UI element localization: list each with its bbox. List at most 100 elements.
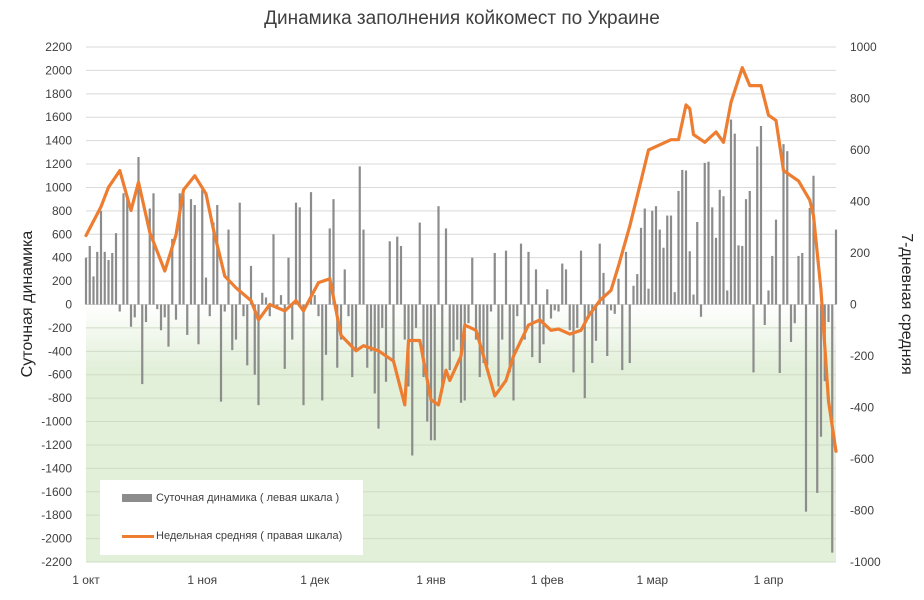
daily-bar bbox=[279, 295, 283, 305]
legend-label-weekly: Недельная средняя ( правая шкала) bbox=[156, 530, 343, 542]
right-tick-label: 400 bbox=[850, 195, 870, 209]
left-tick-label: 200 bbox=[52, 274, 72, 288]
daily-bar bbox=[771, 255, 774, 305]
left-tick-label: 1000 bbox=[45, 180, 72, 194]
daily-bar bbox=[328, 228, 331, 305]
daily-bar bbox=[636, 274, 639, 305]
daily-bar bbox=[579, 250, 583, 305]
daily-bar bbox=[666, 215, 669, 305]
left-tick-label: -1400 bbox=[41, 461, 72, 475]
daily-bar bbox=[249, 265, 253, 305]
daily-bar bbox=[527, 251, 530, 305]
left-tick-label: -600 bbox=[48, 368, 72, 382]
daily-bar bbox=[549, 304, 553, 319]
daily-bar bbox=[756, 146, 759, 305]
daily-bar bbox=[564, 269, 568, 305]
daily-bar bbox=[778, 304, 781, 373]
daily-bar bbox=[621, 304, 624, 371]
daily-bar bbox=[309, 192, 313, 305]
weekly-average-line bbox=[84, 65, 838, 453]
daily-bar bbox=[174, 304, 178, 320]
daily-bar bbox=[388, 241, 391, 305]
daily-bar bbox=[354, 304, 358, 349]
daily-bar bbox=[497, 304, 500, 387]
daily-bar bbox=[186, 304, 189, 335]
daily-bar bbox=[321, 304, 324, 401]
daily-bar bbox=[583, 304, 586, 399]
daily-bar bbox=[107, 260, 110, 305]
daily-bar bbox=[684, 170, 688, 305]
daily-bar bbox=[624, 251, 628, 305]
daily-bar bbox=[182, 194, 185, 305]
right-axis-title: 7-дневная средняя bbox=[898, 233, 915, 375]
daily-bar bbox=[538, 304, 541, 364]
daily-bar bbox=[197, 304, 200, 345]
daily-bar bbox=[718, 189, 721, 305]
daily-bar bbox=[92, 276, 95, 305]
daily-bar bbox=[763, 304, 766, 325]
daily-bar bbox=[298, 207, 301, 305]
daily-bar bbox=[834, 229, 838, 305]
daily-bar bbox=[669, 215, 673, 305]
right-tick-label: 0 bbox=[850, 298, 857, 312]
daily-bar bbox=[774, 219, 778, 305]
daily-bar bbox=[219, 304, 223, 402]
daily-bar bbox=[793, 304, 796, 324]
daily-bar bbox=[531, 304, 534, 358]
daily-bar bbox=[651, 210, 654, 305]
daily-bar bbox=[204, 277, 208, 305]
daily-bar bbox=[534, 269, 538, 305]
left-tick-label: -2000 bbox=[41, 532, 72, 546]
daily-bar bbox=[827, 304, 830, 323]
daily-bar bbox=[96, 251, 99, 305]
daily-bars bbox=[84, 119, 838, 553]
legend-item-daily: Суточная динамика ( левая шкала ) bbox=[122, 492, 339, 504]
daily-bar bbox=[99, 210, 103, 305]
daily-bar bbox=[426, 304, 429, 422]
daily-bar bbox=[804, 304, 808, 512]
daily-bar bbox=[227, 229, 230, 305]
daily-bar bbox=[444, 228, 448, 305]
daily-bar bbox=[291, 304, 294, 340]
daily-bar bbox=[313, 295, 316, 305]
daily-bar bbox=[711, 207, 714, 305]
daily-bar bbox=[602, 272, 605, 305]
left-tick-label: -400 bbox=[48, 344, 72, 358]
daily-bar bbox=[261, 292, 264, 305]
daily-bar bbox=[156, 304, 159, 310]
daily-bar bbox=[201, 189, 204, 305]
daily-bar bbox=[628, 304, 631, 364]
right-tick-label: 200 bbox=[850, 246, 870, 260]
daily-bar bbox=[617, 278, 620, 305]
left-tick-label: -800 bbox=[48, 391, 72, 405]
daily-bar bbox=[122, 193, 125, 305]
daily-bar bbox=[677, 190, 680, 305]
daily-bar bbox=[208, 304, 211, 317]
daily-bar bbox=[486, 304, 489, 366]
daily-bar bbox=[786, 151, 789, 305]
daily-bar bbox=[647, 288, 650, 305]
gridlines bbox=[86, 46, 836, 563]
right-tick-label: -200 bbox=[850, 349, 874, 363]
left-tick-label: 2200 bbox=[45, 40, 72, 54]
daily-bar bbox=[707, 161, 710, 305]
x-tick-label: 1 янв bbox=[416, 573, 446, 587]
legend-line-swatch bbox=[122, 534, 154, 538]
x-tick-label: 1 ноя bbox=[187, 573, 217, 587]
daily-bar bbox=[598, 243, 601, 305]
x-tick-label: 1 мар bbox=[636, 573, 668, 587]
legend: Суточная динамика ( левая шкала ) Недель… bbox=[100, 480, 363, 555]
daily-bar bbox=[591, 304, 594, 364]
daily-bar bbox=[501, 304, 504, 340]
daily-bar bbox=[568, 304, 571, 331]
daily-bar bbox=[572, 304, 575, 373]
left-tick-label: 1600 bbox=[45, 110, 72, 124]
daily-bar bbox=[632, 285, 635, 305]
daily-bar bbox=[403, 304, 406, 340]
x-tick-label: 1 фев bbox=[531, 573, 564, 587]
left-tick-label: 400 bbox=[52, 251, 72, 265]
daily-bar bbox=[587, 304, 590, 319]
daily-bar bbox=[696, 221, 699, 305]
left-tick-label: -200 bbox=[48, 321, 72, 335]
left-tick-label: -2200 bbox=[41, 555, 72, 569]
